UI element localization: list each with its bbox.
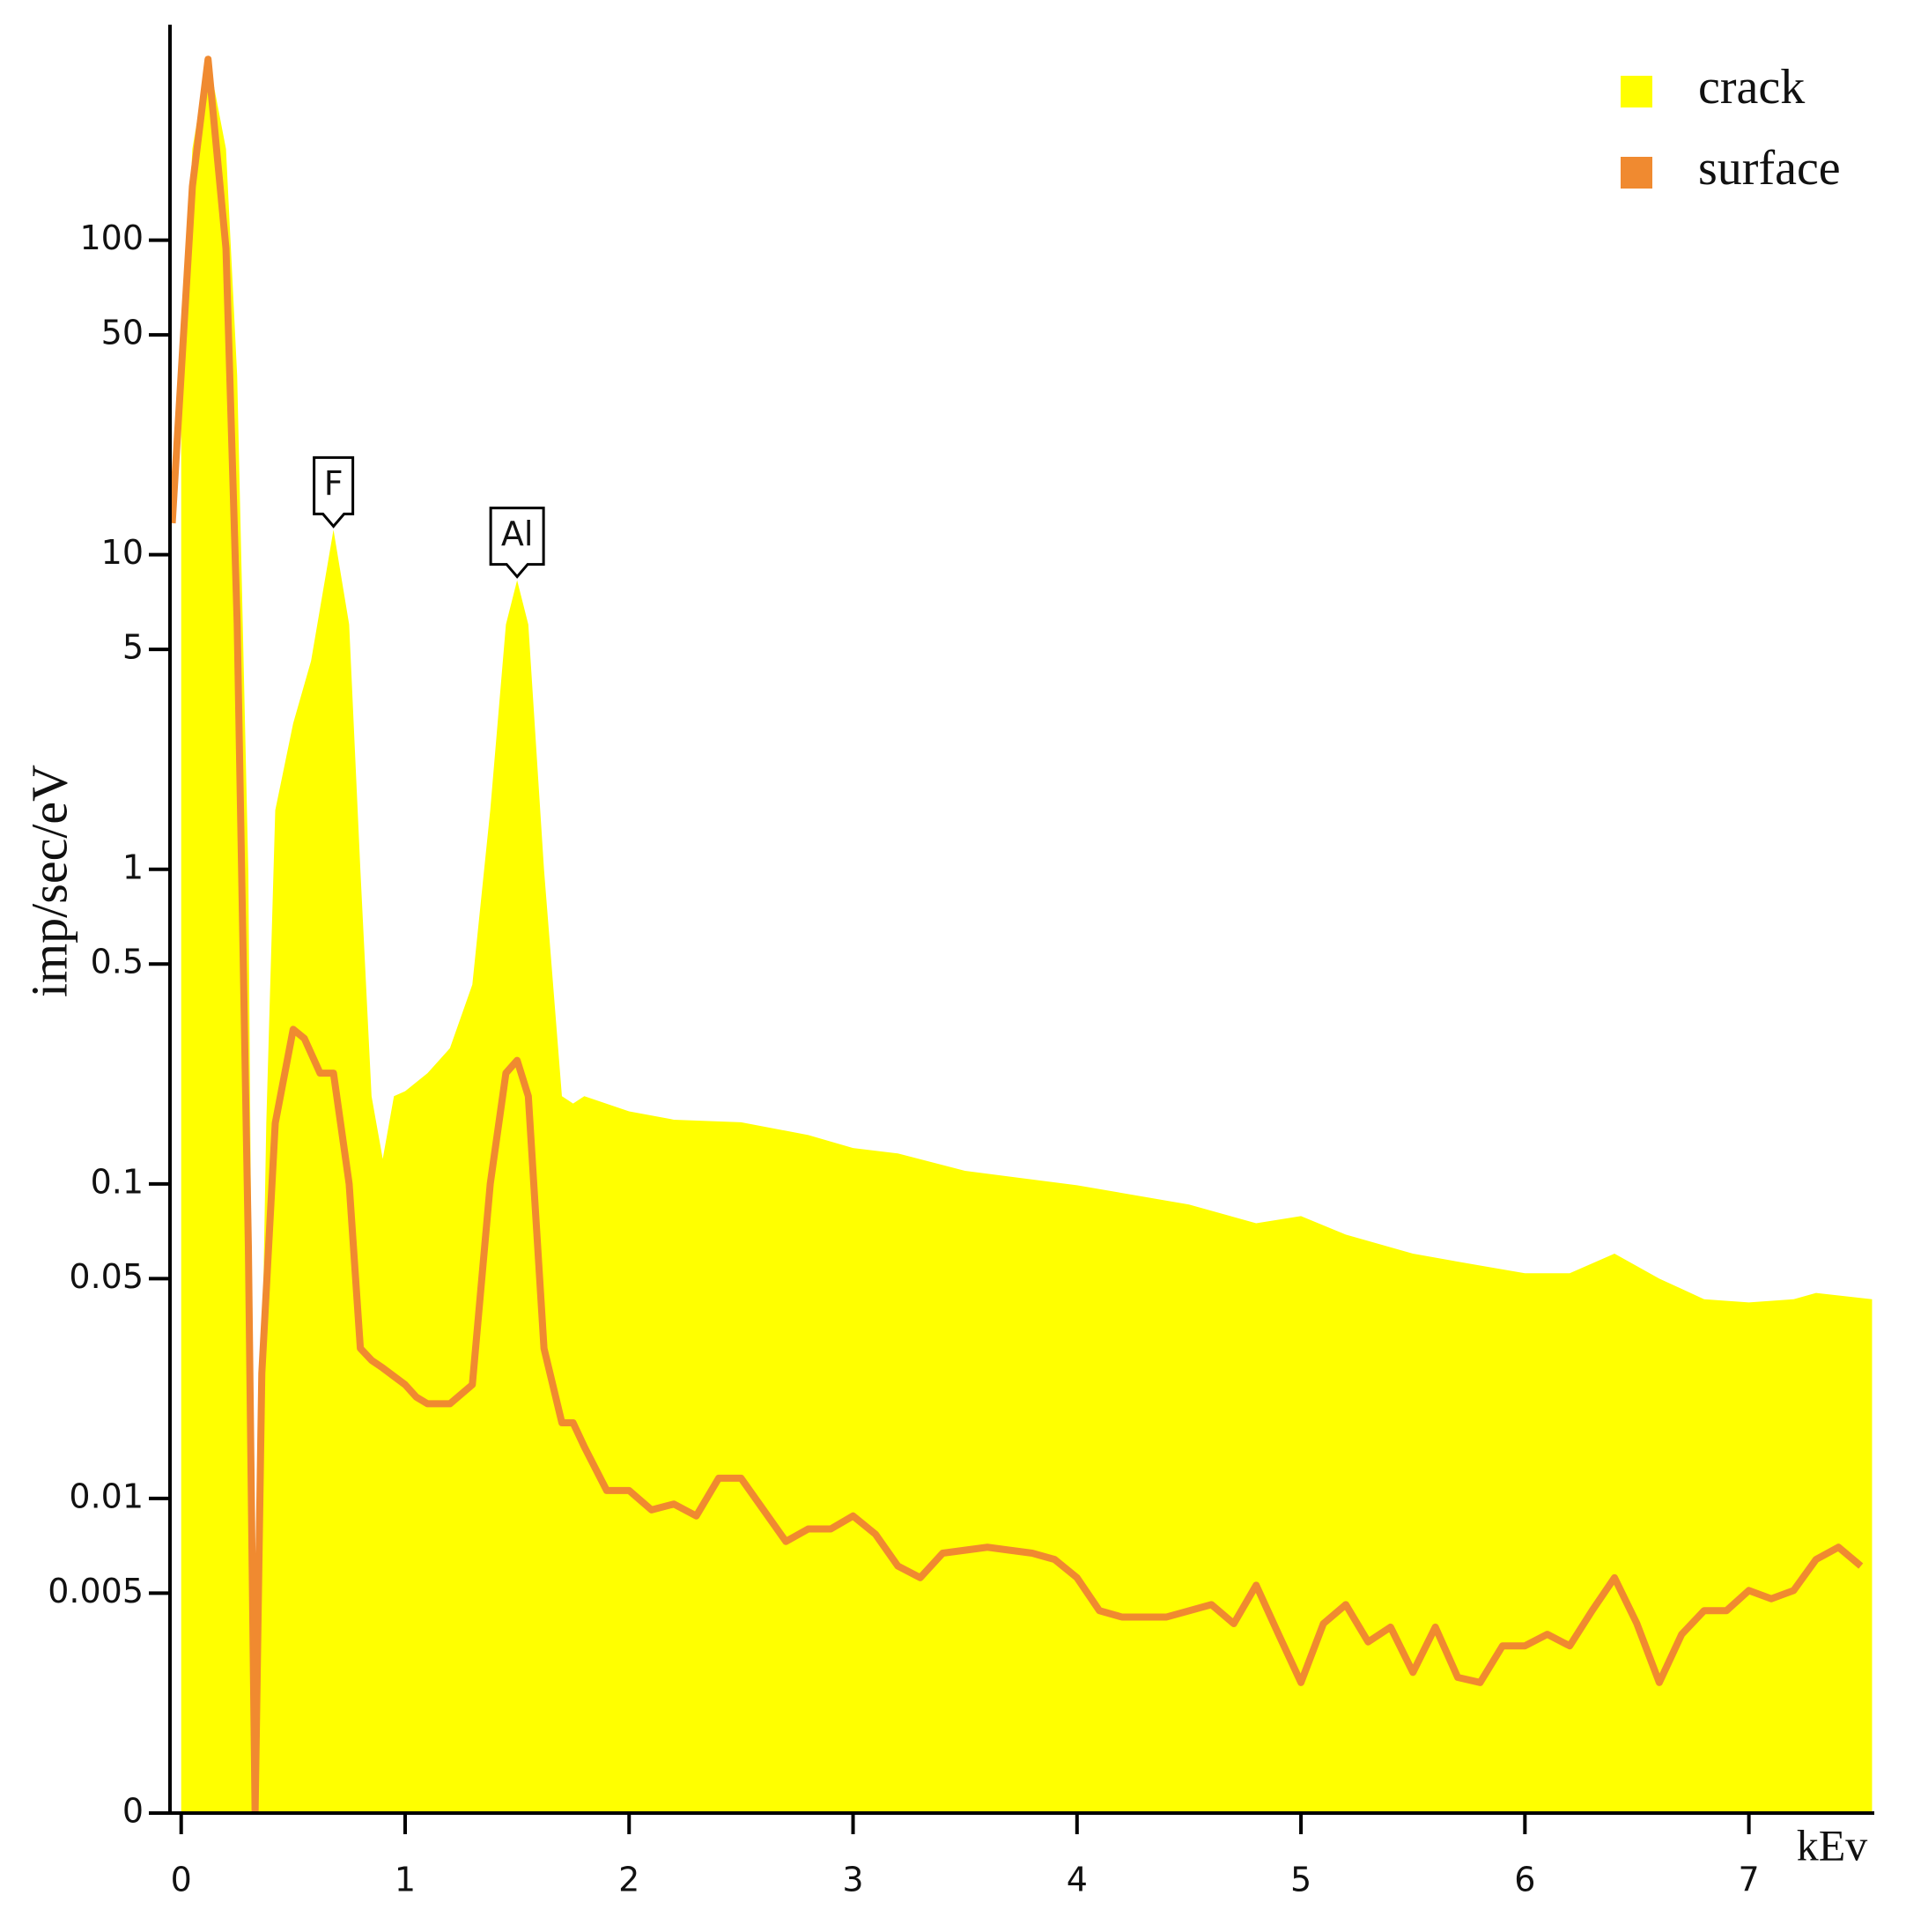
x-tick-label: 1 (395, 1861, 416, 1899)
annotation-callout (489, 507, 545, 579)
x-tick-label: 6 (1514, 1861, 1535, 1899)
x-tick-label: 4 (1067, 1861, 1088, 1899)
legend-label: crack (1698, 60, 1805, 115)
area-crack (181, 56, 1873, 1813)
overlay: crack surface F Al (313, 60, 1841, 579)
annotation-label: F (324, 464, 344, 503)
x-tick-label: 5 (1290, 1861, 1311, 1899)
legend-swatch (1621, 76, 1652, 107)
y-tick-label: 10 (101, 533, 144, 572)
y-tick-label: 0.1 (91, 1162, 144, 1201)
x-tick-label: 0 (171, 1861, 192, 1899)
y-tick-label: 100 (79, 218, 144, 257)
y-tick-label: 0.01 (69, 1477, 144, 1515)
plot-area (170, 56, 1873, 1815)
y-tick-label: 5 (122, 628, 144, 667)
y-tick-label: 50 (101, 314, 144, 352)
annotation-callout (313, 455, 355, 529)
x-tick-label: 3 (842, 1861, 863, 1899)
x-tick-label: 7 (1739, 1861, 1760, 1899)
x-axis-label: kEv (1797, 1820, 1868, 1869)
legend-label: surface (1698, 141, 1841, 196)
x-tick-label: 2 (618, 1861, 639, 1899)
y-tick-label: 0.5 (91, 943, 144, 981)
y-tick-label: 0 (122, 1792, 144, 1831)
line-surface (170, 56, 1864, 1815)
y-tick-label: 1 (122, 848, 144, 886)
y-tick-label: 0.05 (69, 1257, 144, 1296)
legend-swatch (1621, 157, 1652, 189)
annotation-label: Al (501, 514, 534, 553)
y-axis-label: imp/sec/eV (20, 765, 78, 997)
y-tick-label: 0.005 (48, 1572, 144, 1610)
